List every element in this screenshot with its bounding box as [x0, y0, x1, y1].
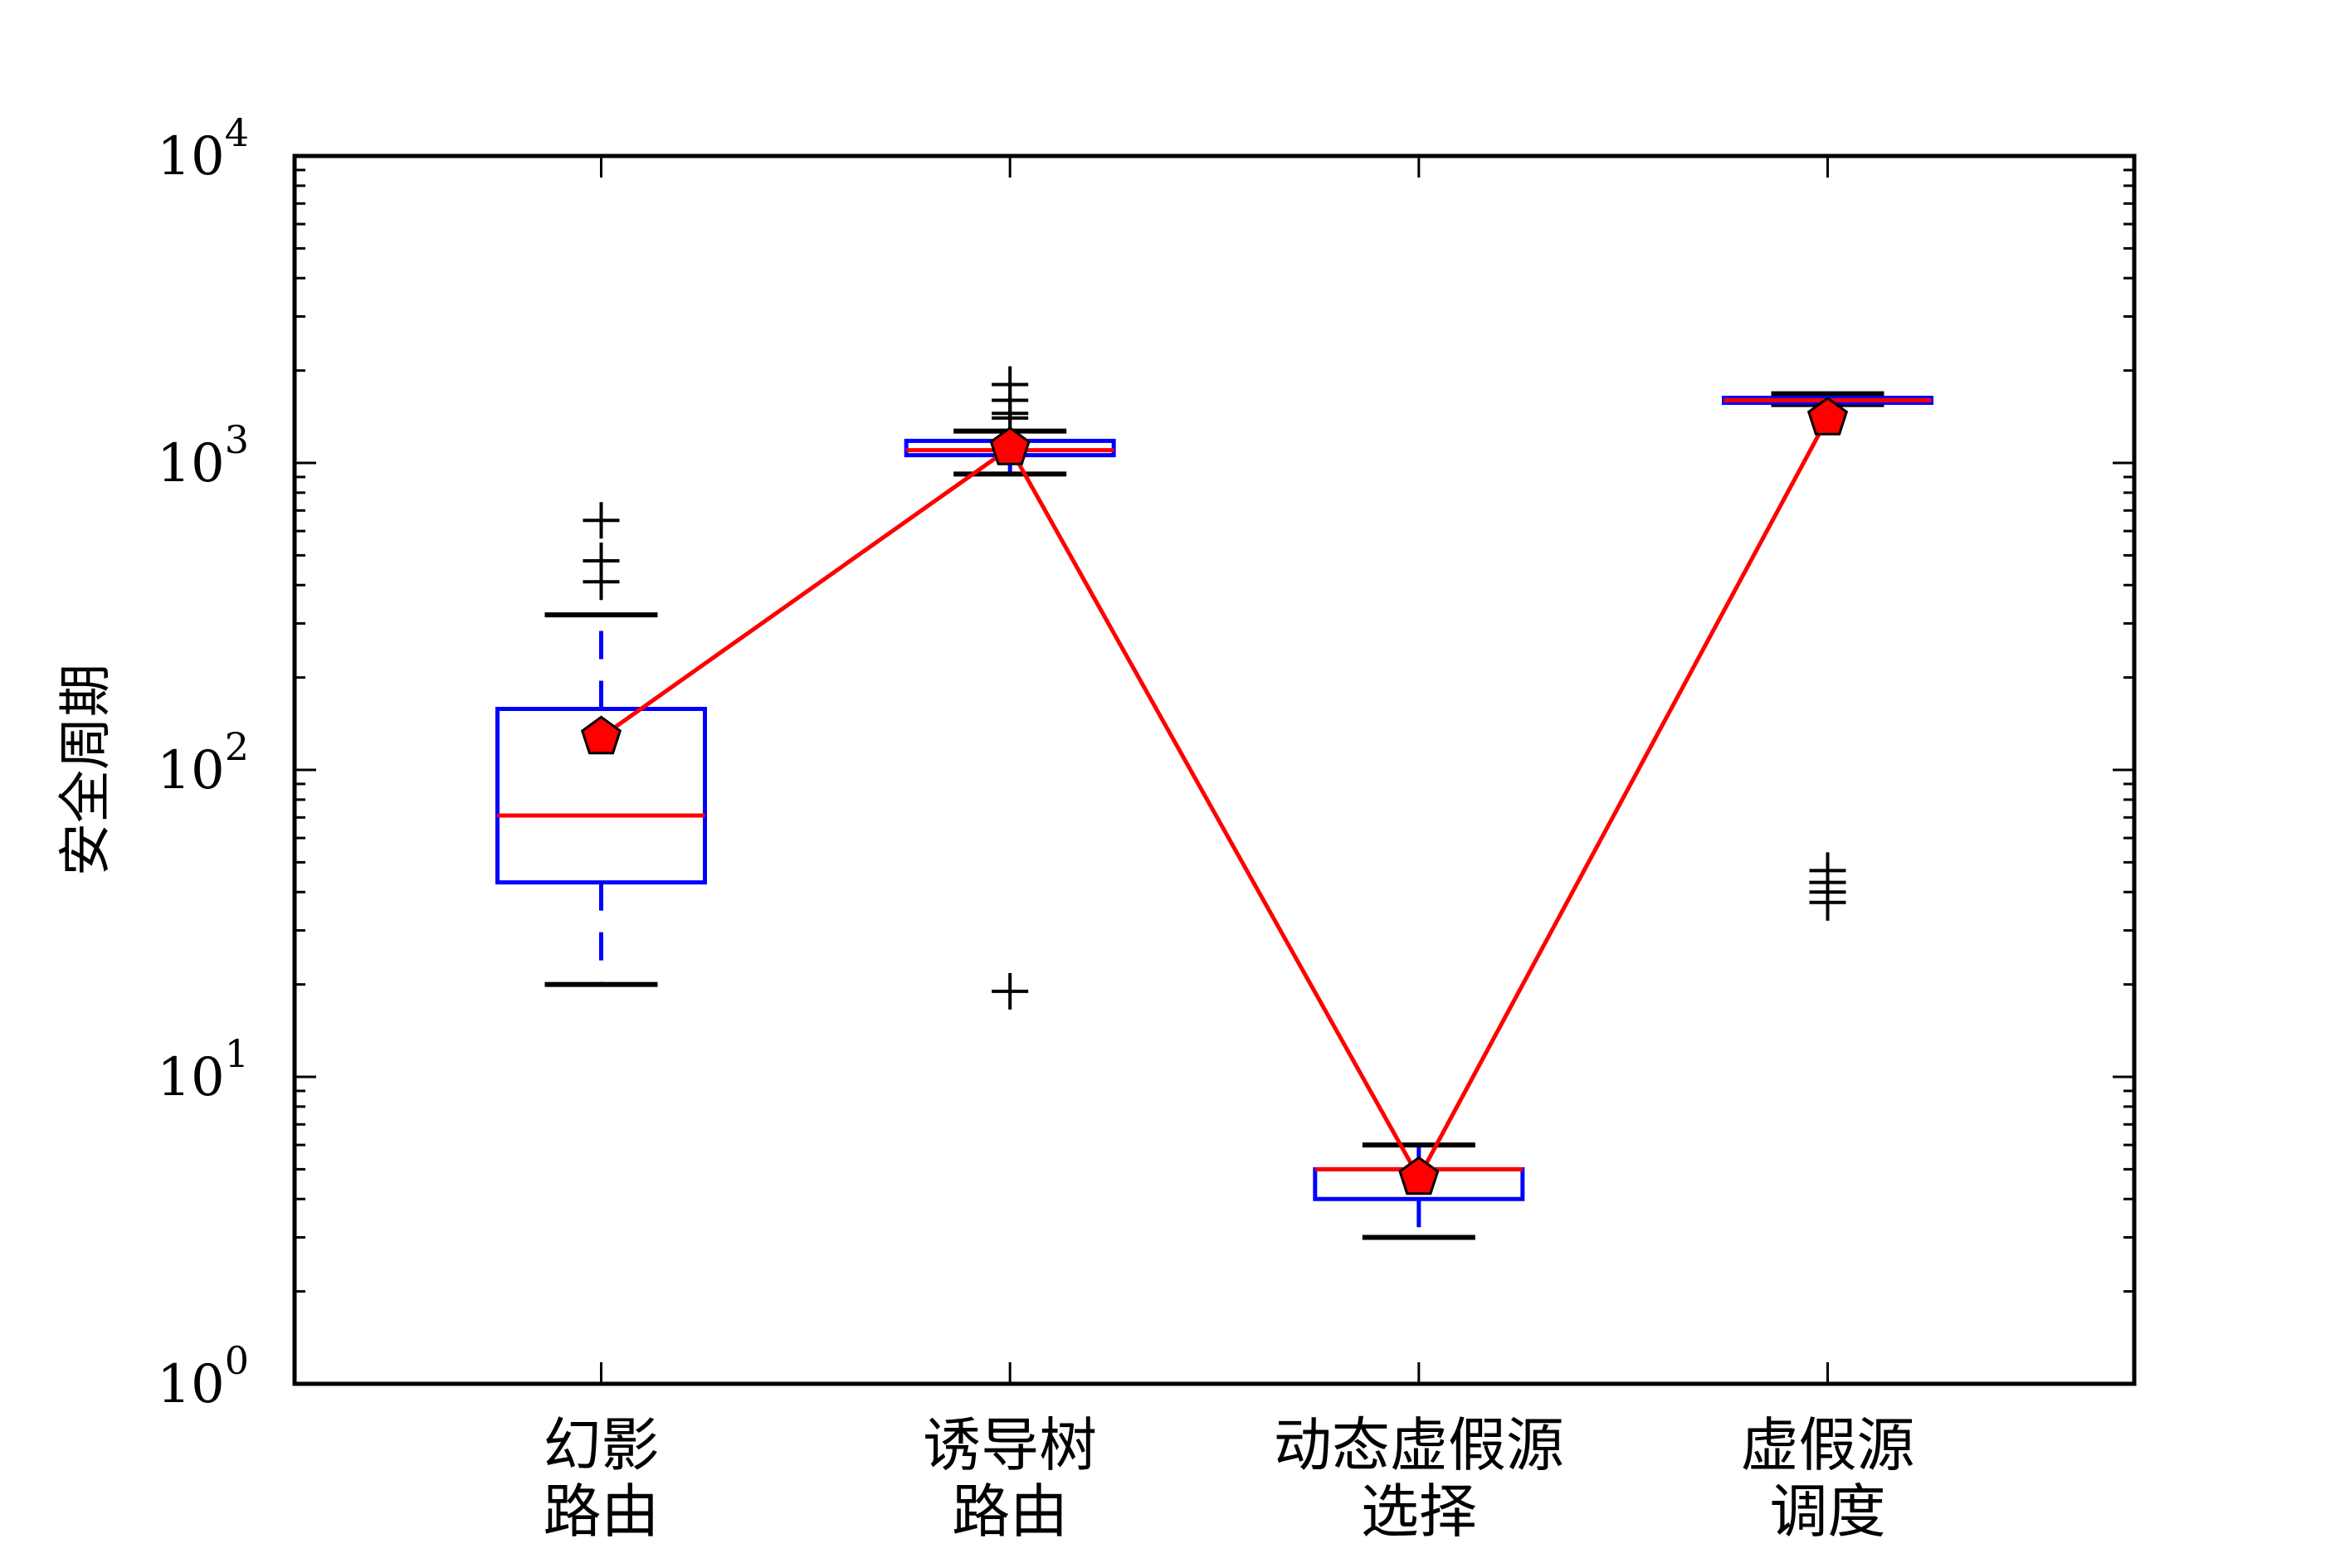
y-tick-base: 10: [157, 1047, 224, 1108]
y-tick-exponent: 2: [225, 724, 249, 769]
mean-series: [580, 397, 1849, 1195]
y-tick-exponent: 4: [225, 110, 249, 155]
outlier-marker: [583, 502, 620, 539]
box-group: [495, 502, 707, 987]
box-group: [1722, 391, 1933, 921]
mean-line: [600, 416, 1830, 1182]
boxes: [495, 366, 1933, 1240]
outlier-marker: [992, 972, 1029, 1010]
y-tick-base: 10: [157, 126, 224, 187]
x-category-label: 动态虚假源: [1274, 1411, 1564, 1479]
y-tick-base: 10: [157, 740, 224, 801]
y-tick-label: 104: [157, 110, 249, 187]
x-category-label: 诱导树: [923, 1411, 1097, 1479]
x-category-label: 选择: [1361, 1478, 1477, 1546]
x-category-label: 虚假源: [1741, 1411, 1915, 1479]
y-tick-exponent: 0: [225, 1338, 249, 1383]
outlier-marker: [1809, 852, 1846, 889]
minor-ticks: [295, 156, 2134, 1385]
mean-marker: [580, 715, 622, 755]
x-category-label: 调度: [1770, 1478, 1886, 1546]
x-category-label: 路由: [952, 1478, 1068, 1546]
y-tick-exponent: 1: [225, 1031, 249, 1076]
y-tick-base: 10: [157, 433, 224, 494]
plot-frame: [292, 153, 2137, 1386]
mean-marker: [1398, 1156, 1440, 1195]
y-axis-label: 安全周期: [56, 664, 117, 876]
y-tick-label: 103: [157, 417, 249, 494]
mean-marker: [989, 426, 1031, 465]
mean-marker: [1806, 397, 1849, 436]
outlier-marker: [583, 542, 620, 579]
iqr-box: [495, 706, 707, 885]
x-category-label: 路由: [544, 1478, 660, 1546]
y-tick-base: 10: [157, 1354, 224, 1415]
x-category-label: 幻影: [544, 1411, 660, 1479]
y-tick-label: 102: [157, 724, 249, 801]
y-tick-label: 100: [157, 1338, 249, 1415]
y-tick-exponent: 3: [225, 417, 249, 462]
outlier-marker: [992, 366, 1029, 403]
y-tick-label: 101: [157, 1031, 249, 1108]
